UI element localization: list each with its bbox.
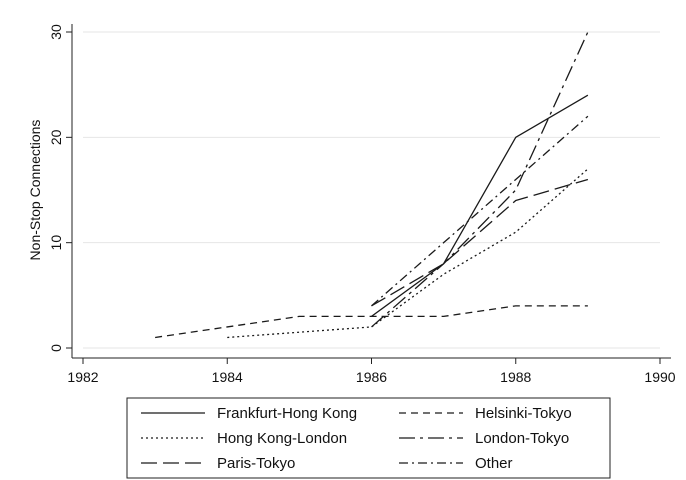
legend-label-3: Hong Kong-London xyxy=(217,430,347,447)
legend-label-4: London-Tokyo xyxy=(475,430,569,447)
series-line-2 xyxy=(155,305,588,339)
series-lines xyxy=(155,31,589,339)
legend-box xyxy=(126,397,611,479)
x-tick-label-1986: 1986 xyxy=(356,369,387,385)
series-line-3 xyxy=(227,168,589,339)
x-tick-label-1988: 1988 xyxy=(500,369,531,385)
legend-label-2: Helsinki-Tokyo xyxy=(475,405,572,422)
legend-label-5: Paris-Tokyo xyxy=(217,455,295,472)
y-axis-title: Non-Stop Connections xyxy=(27,120,43,261)
y-tick-label-20: 20 xyxy=(48,129,64,145)
series-line-1 xyxy=(371,94,589,317)
legend-label-1: Frankfurt-Hong Kong xyxy=(217,405,357,422)
y-tick-label-0: 0 xyxy=(48,344,64,352)
series-line-4 xyxy=(371,31,589,328)
axes: 1982 1984 1986 1988 1990 0 10 20 30 xyxy=(48,24,676,385)
legend: Frankfurt-Hong Kong Helsinki-Tokyo Hong Ko… xyxy=(126,397,611,479)
x-tick-label-1982: 1982 xyxy=(67,369,98,385)
y-tick-label-10: 10 xyxy=(48,235,64,251)
y-tick-label-30: 30 xyxy=(48,24,64,40)
x-tick-label-1984: 1984 xyxy=(212,369,243,385)
x-tick-label-1990: 1990 xyxy=(644,369,675,385)
legend-label-6: Other xyxy=(475,455,513,472)
